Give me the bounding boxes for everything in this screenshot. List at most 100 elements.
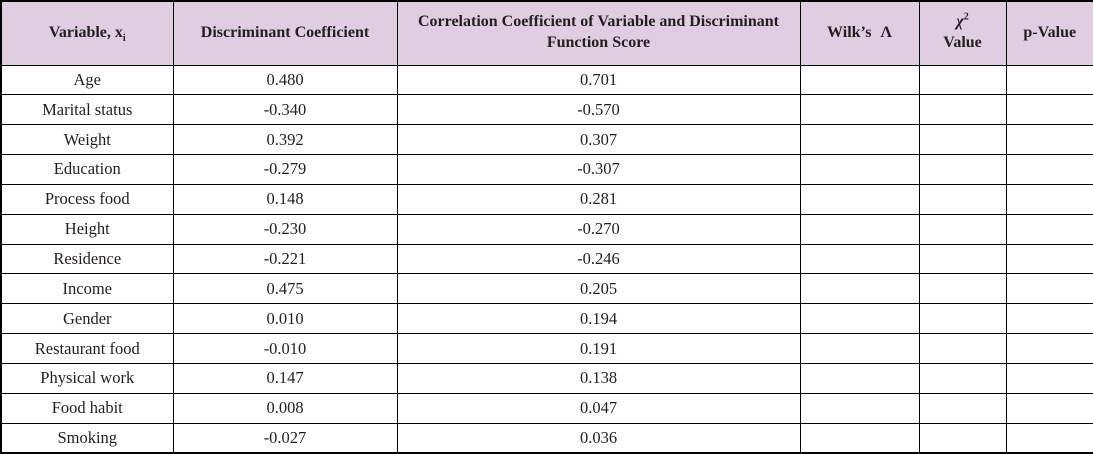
- cell-wilks-lambda: [799, 362, 920, 394]
- cell-p-value: [1005, 94, 1093, 126]
- cell-p-value: [1005, 64, 1093, 96]
- cell-discriminant-coefficient: -0.221: [172, 243, 398, 275]
- header-variable-label: Variable, x: [48, 23, 123, 41]
- cell-p-value: [1005, 333, 1093, 364]
- cell-discriminant-coefficient: 0.010: [172, 303, 398, 335]
- cell-discriminant-coefficient: 0.148: [172, 183, 398, 215]
- table-row: Food habit 0.008 0.047: [0, 392, 1093, 424]
- chi-symbol: χ: [956, 13, 964, 31]
- cell-variable: Age: [0, 64, 174, 96]
- cell-variable: Income: [0, 273, 174, 305]
- cell-wilks-lambda: [799, 154, 920, 185]
- cell-chi-square-value: [918, 422, 1007, 454]
- cell-chi-square-value: [918, 273, 1007, 305]
- cell-variable: Height: [0, 213, 174, 245]
- cell-variable: Food habit: [0, 392, 174, 424]
- cell-p-value: [1005, 362, 1093, 394]
- cell-chi-square-value: [918, 154, 1007, 185]
- cell-p-value: [1005, 154, 1093, 185]
- cell-correlation-coefficient: 0.036: [396, 422, 801, 454]
- header-variable-subscript: i: [122, 33, 126, 45]
- cell-correlation-coefficient: 0.281: [396, 183, 801, 215]
- cell-discriminant-coefficient: -0.340: [172, 94, 398, 126]
- cell-p-value: [1005, 183, 1093, 215]
- table-row: Income 0.475 0.205: [0, 273, 1093, 305]
- cell-discriminant-coefficient: -0.027: [172, 422, 398, 454]
- table-body: Age 0.480 0.701 Marital status -0.340 -0…: [0, 64, 1093, 454]
- header-chi-square-value: χ2 Value: [918, 0, 1007, 66]
- table-row: Residence -0.221 -0.246: [0, 243, 1093, 275]
- chi-value-label: Value: [943, 34, 982, 52]
- cell-correlation-coefficient: 0.191: [396, 333, 801, 364]
- table-row: Education -0.279 -0.307: [0, 154, 1093, 185]
- cell-correlation-coefficient: 0.194: [396, 303, 801, 335]
- cell-variable: Residence: [0, 243, 174, 275]
- header-wilks-lambda: Wilk’s Λ: [799, 0, 920, 66]
- cell-correlation-coefficient: -0.246: [396, 243, 801, 275]
- table-row: Restaurant food -0.010 0.191: [0, 333, 1093, 364]
- cell-discriminant-coefficient: 0.480: [172, 64, 398, 96]
- table-header: Variable, xi Discriminant Coefficient Co…: [0, 0, 1093, 66]
- cell-chi-square-value: [918, 333, 1007, 364]
- cell-variable: Gender: [0, 303, 174, 335]
- cell-variable: Weight: [0, 124, 174, 156]
- cell-chi-square-value: [918, 124, 1007, 156]
- table-row: Height -0.230 -0.270: [0, 213, 1093, 245]
- cell-wilks-lambda: [799, 124, 920, 156]
- cell-variable: Physical work: [0, 362, 174, 394]
- table-row: Weight 0.392 0.307: [0, 124, 1093, 156]
- cell-p-value: [1005, 124, 1093, 156]
- cell-wilks-lambda: [799, 243, 920, 275]
- cell-p-value: [1005, 273, 1093, 305]
- cell-discriminant-coefficient: -0.010: [172, 333, 398, 364]
- header-p-value: p-Value: [1005, 0, 1093, 66]
- cell-chi-square-value: [918, 183, 1007, 215]
- header-correlation-coefficient: Correlation Coefficient of Variable and …: [396, 0, 801, 66]
- cell-correlation-coefficient: -0.307: [396, 154, 801, 185]
- cell-wilks-lambda: [799, 392, 920, 424]
- cell-discriminant-coefficient: 0.008: [172, 392, 398, 424]
- cell-variable: Process food: [0, 183, 174, 215]
- cell-variable: Smoking: [0, 422, 174, 454]
- table-row: Process food 0.148 0.281: [0, 183, 1093, 215]
- cell-p-value: [1005, 392, 1093, 424]
- cell-wilks-lambda: [799, 422, 920, 454]
- cell-chi-square-value: [918, 362, 1007, 394]
- cell-correlation-coefficient: -0.270: [396, 213, 801, 245]
- header-discriminant-coefficient: Discriminant Coefficient: [172, 0, 398, 66]
- cell-wilks-lambda: [799, 64, 920, 96]
- cell-chi-square-value: [918, 64, 1007, 96]
- cell-correlation-coefficient: 0.047: [396, 392, 801, 424]
- cell-variable: Education: [0, 154, 174, 185]
- cell-discriminant-coefficient: 0.392: [172, 124, 398, 156]
- table-row: Gender 0.010 0.194: [0, 303, 1093, 335]
- table-row: Marital status -0.340 -0.570: [0, 94, 1093, 126]
- cell-wilks-lambda: [799, 303, 920, 335]
- cell-chi-square-value: [918, 243, 1007, 275]
- cell-wilks-lambda: [799, 183, 920, 215]
- cell-wilks-lambda: [799, 94, 920, 126]
- cell-correlation-coefficient: 0.205: [396, 273, 801, 305]
- cell-correlation-coefficient: 0.307: [396, 124, 801, 156]
- cell-wilks-lambda: [799, 213, 920, 245]
- chi-exponent: 2: [963, 12, 969, 24]
- cell-wilks-lambda: [799, 333, 920, 364]
- cell-p-value: [1005, 243, 1093, 275]
- cell-discriminant-coefficient: -0.279: [172, 154, 398, 185]
- cell-correlation-coefficient: -0.570: [396, 94, 801, 126]
- header-variable: Variable, xi: [0, 0, 174, 66]
- cell-p-value: [1005, 303, 1093, 335]
- cell-correlation-coefficient: 0.701: [396, 64, 801, 96]
- table-row: Age 0.480 0.701: [0, 64, 1093, 96]
- cell-chi-square-value: [918, 94, 1007, 126]
- cell-discriminant-coefficient: 0.147: [172, 362, 398, 394]
- table-row: Physical work 0.147 0.138: [0, 362, 1093, 394]
- table-row: Smoking -0.027 0.036: [0, 422, 1093, 454]
- cell-p-value: [1005, 213, 1093, 245]
- header-row: Variable, xi Discriminant Coefficient Co…: [0, 0, 1093, 66]
- cell-variable: Restaurant food: [0, 333, 174, 364]
- cell-discriminant-coefficient: -0.230: [172, 213, 398, 245]
- cell-chi-square-value: [918, 303, 1007, 335]
